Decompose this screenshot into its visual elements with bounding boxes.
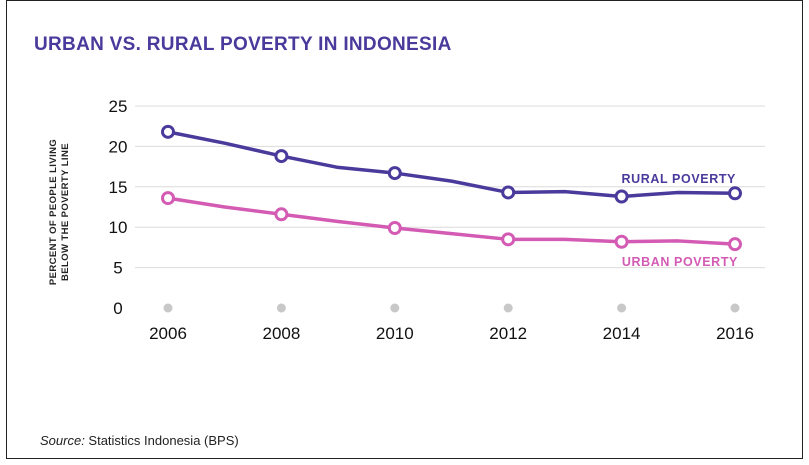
- x-tick-label: 2006: [149, 324, 187, 343]
- x-tick-label: 2012: [489, 324, 527, 343]
- y-tick-label: 25: [109, 97, 128, 116]
- data-point: [614, 189, 629, 204]
- data-point: [387, 221, 402, 236]
- y-axis-ticks: 0 5 10 15 20 25: [109, 97, 128, 318]
- grid-lines: [135, 105, 765, 269]
- series-group: [161, 124, 742, 252]
- source-text: Statistics Indonesia (BPS): [84, 433, 239, 448]
- x-baseline-dot: [617, 303, 627, 313]
- data-point: [274, 207, 289, 222]
- data-point: [274, 149, 289, 164]
- x-baseline-dot: [503, 303, 513, 313]
- data-point: [501, 232, 516, 247]
- series-label: URBAN POVERTY: [622, 255, 738, 269]
- data-point: [501, 185, 516, 200]
- y-tick-label: 10: [109, 218, 128, 237]
- series-label: RURAL POVERTY: [621, 172, 736, 186]
- y-axis-label-line: PERCENT OF PEOPLE LIVING: [48, 139, 59, 285]
- y-tick-label: 20: [109, 137, 128, 156]
- x-tick-label: 2014: [603, 324, 641, 343]
- x-axis-ticks: 2006 2008 2010 2012 2014 2016: [149, 303, 754, 343]
- x-tick-label: 2016: [716, 324, 754, 343]
- series-line: [166, 196, 737, 246]
- series-labels: RURAL POVERTY URBAN POVERTY: [621, 172, 738, 269]
- data-point: [387, 166, 402, 181]
- x-baseline-dot: [276, 303, 286, 313]
- y-axis-label-line: BELOW THE POVERTY LINE: [60, 143, 71, 281]
- x-baseline-dot: [730, 303, 740, 313]
- y-tick-label: 5: [113, 259, 122, 278]
- chart-title: URBAN VS. RURAL POVERTY IN INDONESIA: [34, 34, 452, 55]
- x-baseline-dot: [390, 303, 400, 313]
- x-baseline-dot: [163, 303, 173, 313]
- data-point: [161, 124, 175, 139]
- x-tick-label: 2008: [262, 324, 300, 343]
- y-axis-label-text: PERCENT OF PEOPLE LIVING BELOW THE POVERT…: [48, 139, 71, 285]
- data-point: [728, 237, 742, 252]
- data-point: [728, 186, 742, 201]
- series-line: [166, 130, 737, 199]
- y-axis-label: PERCENT OF PEOPLE LIVING BELOW THE POVERT…: [48, 139, 71, 285]
- source-label: Source:: [40, 433, 85, 448]
- y-tick-label: 0: [113, 299, 122, 318]
- data-point: [161, 191, 175, 206]
- x-tick-label: 2010: [376, 324, 414, 343]
- data-point: [614, 234, 629, 249]
- source-note: Source: Statistics Indonesia (BPS): [40, 433, 239, 448]
- y-tick-label: 15: [109, 178, 128, 197]
